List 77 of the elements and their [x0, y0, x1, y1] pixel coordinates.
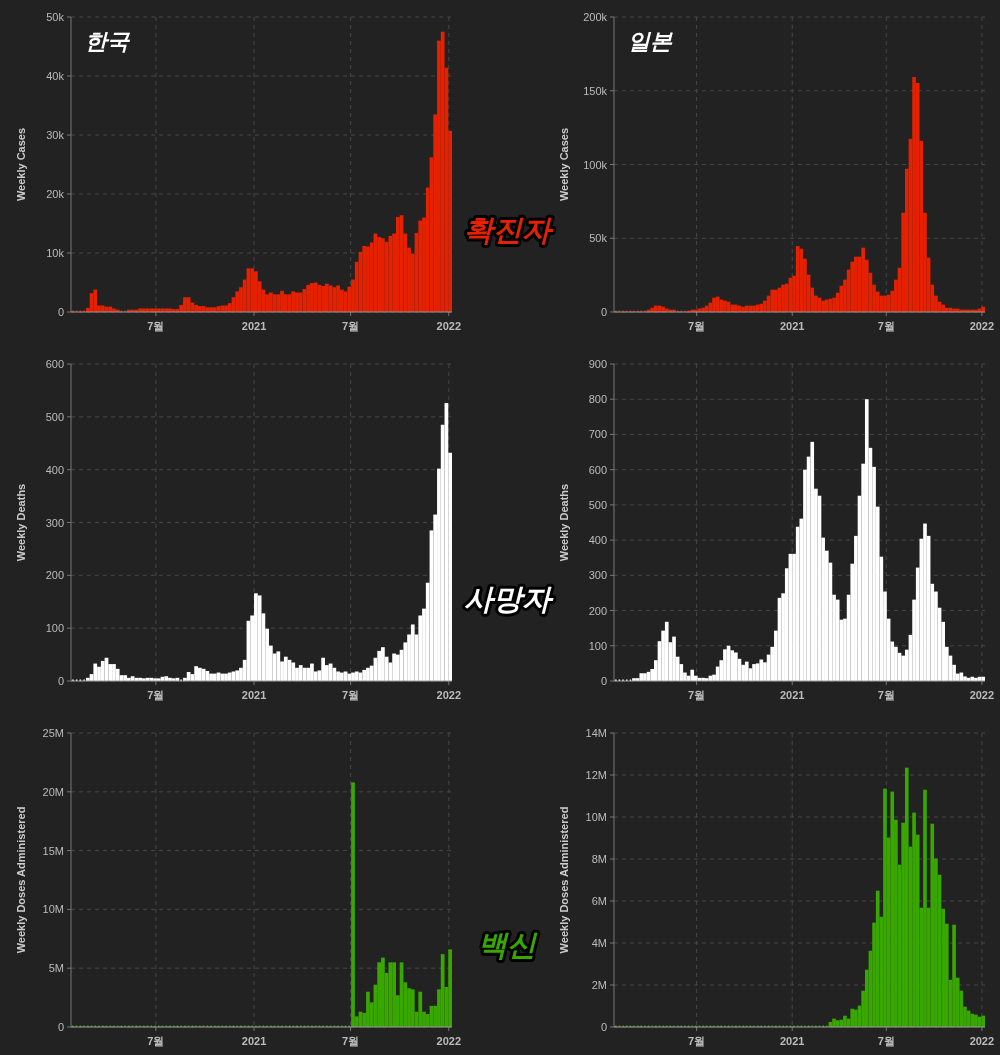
y-tick-label: 500 [45, 410, 64, 423]
x-tick-label: 7월 [342, 1035, 360, 1047]
x-tick-label: 7월 [688, 1035, 706, 1047]
text: 사망자 [463, 583, 554, 615]
x-tick-label: 2022 [436, 689, 462, 701]
y-tick-label: 700 [588, 428, 607, 441]
y-tick-label: 300 [588, 569, 607, 582]
text: 한국 [85, 29, 131, 54]
y-axis-title: Weekly Deaths [15, 483, 27, 562]
x-tick-label: 7월 [877, 1035, 895, 1047]
y-tick-label: 30k [46, 129, 65, 141]
y-axis-title: Weekly Cases [15, 127, 27, 202]
x-tick-label: 2022 [969, 1035, 995, 1047]
y-tick-label: 100 [45, 622, 64, 635]
x-tick-label: 2022 [969, 689, 995, 701]
y-tick-label: 600 [588, 463, 607, 476]
text: 백신 [478, 929, 538, 961]
x-tick-label: 2022 [436, 320, 462, 332]
y-tick-label: 40k [46, 70, 65, 82]
y-tick-label: 0 [600, 1021, 607, 1033]
y-axis-title: Weekly Cases [558, 127, 570, 202]
x-tick-label: 2021 [241, 320, 267, 332]
x-tick-label: 2021 [779, 1035, 805, 1047]
y-tick-label: 100 [588, 639, 607, 652]
y-tick-label: 400 [45, 463, 64, 476]
x-tick-label: 2021 [779, 320, 805, 332]
x-tick-label: 7월 [877, 689, 895, 701]
y-axis-title: Weekly Doses Administered [558, 806, 570, 954]
y-tick-label: 800 [588, 393, 607, 406]
y-tick-label: 50k [589, 232, 608, 245]
y-tick-label: 500 [588, 498, 607, 511]
y-tick-label: 200 [588, 604, 607, 617]
x-tick-label: 7월 [342, 320, 360, 332]
y-tick-label: 25M [42, 727, 64, 739]
y-tick-label: 0 [600, 306, 607, 318]
y-tick-label: 150k [583, 84, 608, 97]
x-tick-label: 2021 [241, 689, 267, 701]
y-tick-label: 8M [591, 853, 607, 865]
y-axis-title: Weekly Doses Administered [15, 806, 27, 954]
y-tick-label: 0 [57, 1021, 64, 1033]
y-tick-label: 10k [46, 247, 65, 259]
x-tick-label: 2022 [969, 320, 995, 332]
y-tick-label: 200k [583, 11, 608, 23]
x-tick-label: 7월 [147, 689, 165, 701]
y-tick-label: 2M [591, 979, 607, 991]
y-tick-label: 200 [45, 569, 64, 582]
y-tick-label: 0 [600, 675, 607, 687]
y-tick-label: 400 [588, 534, 607, 547]
y-tick-label: 5M [48, 962, 64, 975]
x-tick-label: 7월 [877, 320, 895, 332]
x-tick-label: 7월 [688, 689, 706, 701]
x-tick-label: 2021 [241, 1035, 267, 1047]
y-tick-label: 6M [591, 895, 607, 907]
text: 확진자 [463, 214, 554, 246]
y-axis-title: Weekly Deaths [558, 483, 570, 562]
x-tick-label: 7월 [688, 320, 706, 332]
y-tick-label: 4M [591, 937, 607, 949]
y-tick-label: 0 [57, 306, 64, 318]
y-tick-label: 10M [42, 903, 64, 916]
y-tick-label: 12M [585, 769, 607, 781]
x-tick-label: 7월 [147, 1035, 165, 1047]
y-tick-label: 20k [46, 188, 65, 200]
x-tick-label: 7월 [147, 320, 165, 332]
x-tick-label: 7월 [342, 689, 360, 701]
x-tick-label: 2022 [436, 1035, 462, 1047]
x-tick-label: 2021 [779, 689, 805, 701]
y-tick-label: 0 [57, 675, 64, 687]
y-tick-label: 300 [45, 516, 64, 529]
y-tick-label: 50k [46, 11, 65, 23]
y-tick-label: 600 [45, 358, 64, 370]
y-tick-label: 100k [583, 158, 608, 171]
y-tick-label: 10M [585, 811, 607, 823]
text: 일본 [628, 29, 673, 54]
y-tick-label: 15M [42, 844, 64, 857]
y-tick-label: 14M [585, 727, 607, 739]
y-tick-label: 900 [588, 358, 607, 370]
y-tick-label: 20M [42, 785, 64, 798]
